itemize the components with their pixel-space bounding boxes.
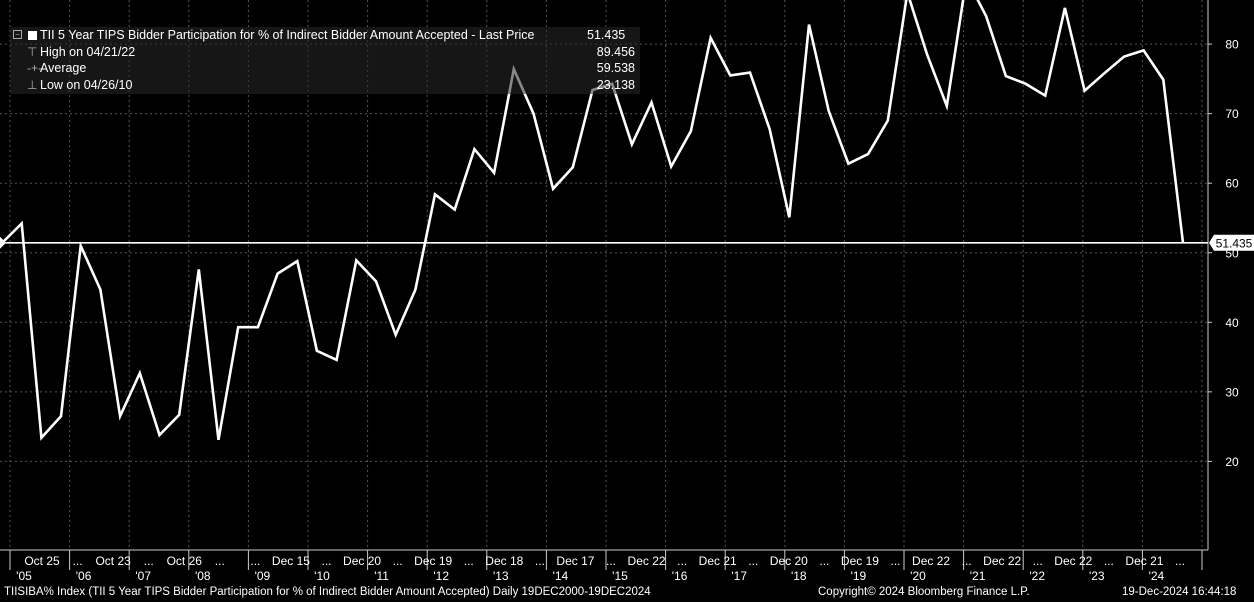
x-tick-label-year: '24 bbox=[1149, 569, 1165, 583]
high-marker-icon: ⊤ bbox=[27, 44, 38, 59]
x-tick-label-year: '09 bbox=[255, 569, 271, 583]
x-tick-label: Dec 19 bbox=[414, 554, 452, 568]
x-tick-label-year: '15 bbox=[612, 569, 628, 583]
x-tick-label: Dec 21 bbox=[1125, 554, 1163, 568]
legend-row-low: ⊥ Low on 04/26/10 23.138 bbox=[10, 77, 640, 94]
x-tick-label-year: '05 bbox=[16, 569, 32, 583]
legend-row-high: ⊤ High on 04/21/22 89.456 bbox=[10, 44, 640, 61]
x-tick-label: Oct 25 bbox=[24, 554, 60, 568]
legend-value: 59.538 bbox=[596, 61, 635, 75]
x-tick-label-year: '11 bbox=[374, 569, 389, 583]
x-tick-label: ... bbox=[962, 554, 972, 568]
x-tick-label: ... bbox=[1104, 554, 1114, 568]
last-price-left-marker bbox=[0, 236, 6, 249]
x-tick-label-year: '12 bbox=[433, 569, 449, 583]
legend-label: High on 04/21/22 bbox=[40, 44, 136, 59]
x-tick-label-year: '14 bbox=[553, 569, 569, 583]
y-axis: 2030405060708090 bbox=[1207, 0, 1239, 550]
x-tick-label: Dec 19 bbox=[841, 554, 879, 568]
series-swatch bbox=[28, 31, 37, 40]
y-tick-label: 40 bbox=[1225, 316, 1239, 330]
x-tick-label: Dec 22 bbox=[983, 554, 1021, 568]
y-tick-label: 70 bbox=[1225, 107, 1239, 121]
y-tick-label: 80 bbox=[1225, 38, 1239, 52]
x-tick-label-year: '21 bbox=[970, 569, 986, 583]
footer-index-description: TIISIBA% Index (TII 5 Year TIPS Bidder P… bbox=[4, 586, 651, 598]
x-tick-label-year: '16 bbox=[672, 569, 688, 583]
x-tick-label-year: '07 bbox=[135, 569, 151, 583]
last-price-label: 51.435 bbox=[1216, 236, 1253, 250]
y-tick-label: 60 bbox=[1225, 177, 1239, 191]
x-tick-label: ... bbox=[1033, 554, 1043, 568]
x-tick-label: ... bbox=[1175, 554, 1185, 568]
x-tick-label-year: '10 bbox=[314, 569, 330, 583]
x-tick-label: Dec 15 bbox=[272, 554, 310, 568]
x-tick-label: Oct 26 bbox=[167, 554, 203, 568]
x-tick-label: ... bbox=[321, 554, 331, 568]
x-tick-label-year: '06 bbox=[76, 569, 92, 583]
x-tick-label: ... bbox=[250, 554, 260, 568]
minus-square-icon[interactable]: − bbox=[13, 30, 22, 39]
x-tick-label: Dec 21 bbox=[699, 554, 737, 568]
x-tick-label: Dec 22 bbox=[628, 554, 666, 568]
y-tick-label: 30 bbox=[1225, 385, 1239, 399]
footer: TIISIBA% Index (TII 5 Year TIPS Bidder P… bbox=[0, 586, 1254, 602]
x-tick-label: ... bbox=[215, 554, 225, 568]
legend-value: 23.138 bbox=[596, 77, 635, 92]
x-tick-label: Dec 20 bbox=[770, 554, 808, 568]
footer-copyright: Copyright© 2024 Bloomberg Finance L.P. bbox=[818, 586, 1030, 598]
x-tick-label-year: '08 bbox=[195, 569, 211, 583]
legend: − TII 5 Year TIPS Bidder Participation f… bbox=[10, 27, 640, 94]
x-tick-label: Dec 20 bbox=[343, 554, 381, 568]
x-tick-label-year: '20 bbox=[910, 569, 926, 583]
x-tick-label: ... bbox=[73, 554, 83, 568]
x-tick-label: ... bbox=[393, 554, 403, 568]
x-tick-label: Oct 23 bbox=[95, 554, 131, 568]
low-marker-icon: ⊥ bbox=[27, 77, 38, 92]
x-tick-label: ... bbox=[606, 554, 616, 568]
legend-label: Average bbox=[40, 61, 87, 75]
x-tick-label: ... bbox=[890, 554, 900, 568]
legend-value: 89.456 bbox=[596, 44, 635, 59]
average-marker-icon: -+- bbox=[27, 61, 42, 75]
x-tick-label: ... bbox=[677, 554, 687, 568]
legend-row-last-price: − TII 5 Year TIPS Bidder Participation f… bbox=[10, 27, 640, 44]
legend-row-average: -+- Average 59.538 bbox=[10, 60, 640, 77]
x-tick-label: Dec 17 bbox=[556, 554, 594, 568]
y-tick-label: 20 bbox=[1225, 455, 1239, 469]
x-tick-label-year: '23 bbox=[1089, 569, 1105, 583]
x-tick-label: Dec 22 bbox=[1054, 554, 1092, 568]
x-tick-label-year: '13 bbox=[493, 569, 509, 583]
legend-label: TII 5 Year TIPS Bidder Participation for… bbox=[40, 28, 535, 42]
last-price-tag bbox=[1209, 234, 1254, 251]
x-tick-label: Dec 18 bbox=[485, 554, 523, 568]
x-tick-label-year: '19 bbox=[851, 569, 867, 583]
x-tick-label: ... bbox=[535, 554, 545, 568]
x-tick-label: Dec 22 bbox=[912, 554, 950, 568]
x-tick-label-year: '17 bbox=[731, 569, 747, 583]
x-tick-label-year: '18 bbox=[791, 569, 807, 583]
x-axis: '05 '06 '07 '08 '09 '10 '11 '12 '13 '14 '15 '16 '17 '… bbox=[0, 549, 1208, 583]
x-tick-label: ... bbox=[748, 554, 758, 568]
x-tick-label: ... bbox=[144, 554, 154, 568]
legend-label: Low on 04/26/10 bbox=[40, 77, 133, 92]
x-tick-label-year: '22 bbox=[1029, 569, 1045, 583]
x-tick-label: ... bbox=[464, 554, 474, 568]
x-tick-label: ... bbox=[819, 554, 829, 568]
footer-timestamp: 19-Dec-2024 16:44:18 bbox=[1122, 586, 1237, 598]
legend-value: 51.435 bbox=[587, 28, 626, 42]
